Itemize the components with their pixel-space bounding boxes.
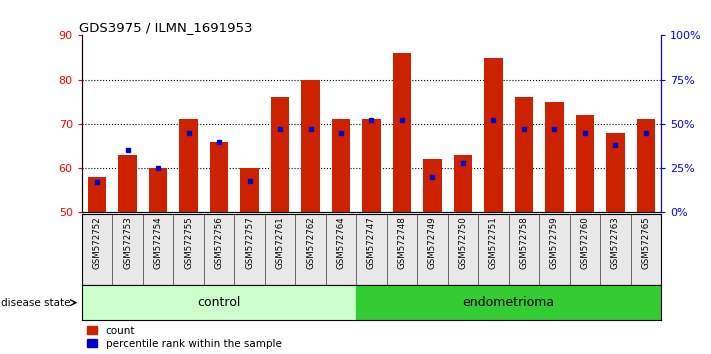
Text: GSM572761: GSM572761 [275, 216, 284, 269]
Text: control: control [198, 296, 241, 309]
Text: GSM572749: GSM572749 [428, 216, 437, 269]
Bar [301, 80, 320, 212]
Text: GSM572752: GSM572752 [92, 216, 102, 269]
Text: GDS3975 / ILMN_1691953: GDS3975 / ILMN_1691953 [79, 21, 252, 34]
Legend: count, percentile rank within the sample: count, percentile rank within the sample [87, 326, 282, 349]
Bar [484, 57, 503, 212]
Text: GSM572753: GSM572753 [123, 216, 132, 269]
Text: GSM572760: GSM572760 [580, 216, 589, 269]
Text: GSM572758: GSM572758 [520, 216, 528, 269]
Bar [356, 285, 661, 320]
Bar [637, 120, 655, 212]
Text: GSM572762: GSM572762 [306, 216, 315, 269]
Bar [240, 168, 259, 212]
Text: GSM572754: GSM572754 [154, 216, 163, 269]
Bar [210, 142, 228, 212]
Text: GSM572747: GSM572747 [367, 216, 376, 269]
Text: GSM572748: GSM572748 [397, 216, 407, 269]
Bar [118, 155, 137, 212]
Bar [454, 155, 472, 212]
Text: GSM572755: GSM572755 [184, 216, 193, 269]
Bar [179, 120, 198, 212]
Bar [82, 285, 356, 320]
Text: disease state: disease state [1, 298, 71, 308]
Text: GSM572764: GSM572764 [336, 216, 346, 269]
Text: GSM572763: GSM572763 [611, 216, 620, 269]
Text: GSM572751: GSM572751 [489, 216, 498, 269]
Text: GSM572759: GSM572759 [550, 216, 559, 269]
Bar [88, 177, 106, 212]
Bar [271, 97, 289, 212]
Text: GSM572757: GSM572757 [245, 216, 254, 269]
Bar [606, 133, 625, 212]
Bar [576, 115, 594, 212]
Text: GSM572765: GSM572765 [641, 216, 651, 269]
Bar [423, 159, 442, 212]
Bar [332, 120, 350, 212]
Bar [363, 120, 380, 212]
Text: GSM572756: GSM572756 [215, 216, 223, 269]
Bar [149, 168, 167, 212]
Text: GSM572750: GSM572750 [459, 216, 468, 269]
Bar [393, 53, 411, 212]
Bar [515, 97, 533, 212]
Bar [545, 102, 564, 212]
Text: endometrioma: endometrioma [463, 296, 555, 309]
